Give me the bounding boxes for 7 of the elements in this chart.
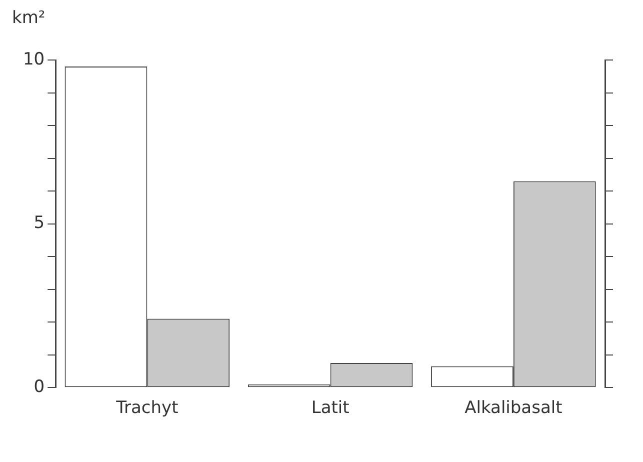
y-tick-label: 10 [22, 49, 45, 70]
y-tick-label: 0 [34, 377, 45, 398]
x-tick-label: Latit [311, 398, 350, 418]
x-tick-label: Trachyt [115, 398, 179, 418]
y-tick-label: 5 [34, 213, 45, 234]
y-axis-title: km² [12, 8, 46, 28]
x-tick-label: Alkalibasalt [464, 398, 563, 418]
